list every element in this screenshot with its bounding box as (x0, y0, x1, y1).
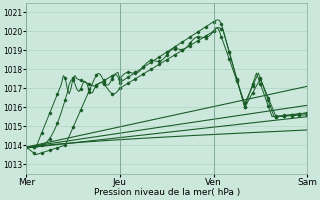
X-axis label: Pression niveau de la mer( hPa ): Pression niveau de la mer( hPa ) (93, 188, 240, 197)
